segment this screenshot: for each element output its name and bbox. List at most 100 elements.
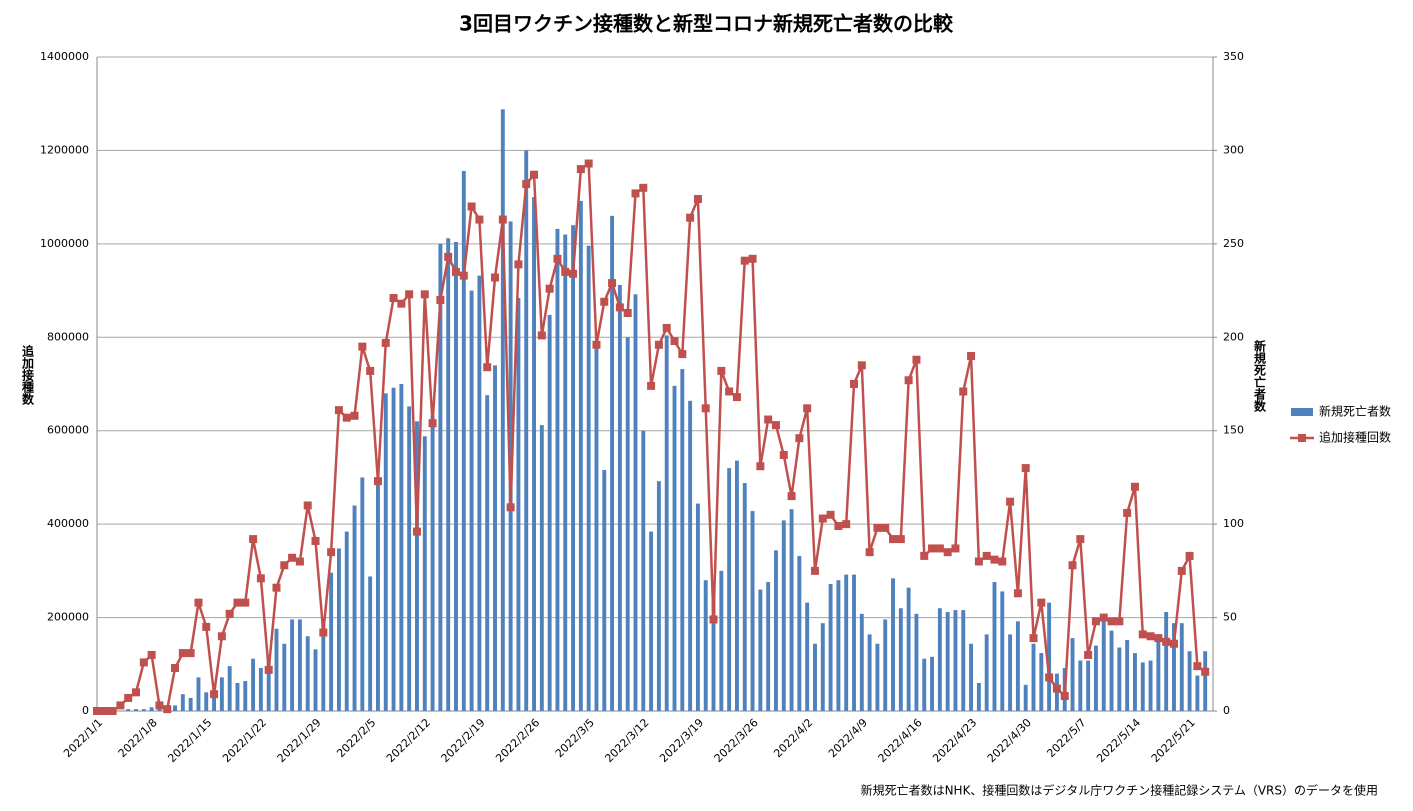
line-marker [748,254,757,263]
bar [891,578,895,711]
bar [625,337,630,711]
bar [937,608,942,711]
y2-tick-label: 250 [1223,237,1244,250]
line-marker [740,256,749,265]
line-marker [498,215,507,224]
y-axis-label: 追加接種数 [21,344,35,406]
bar [617,284,622,711]
line-marker [483,363,492,372]
x-tick-label: 2022/4/23 [930,716,979,765]
line-marker [639,183,648,192]
bar [719,570,724,711]
bar [1148,660,1153,711]
bar [859,613,864,711]
y2-tick-label: 100 [1223,517,1244,530]
bar [742,483,747,711]
bar [485,395,490,711]
bar [516,298,521,711]
x-tick-label: 2022/4/16 [876,716,925,765]
bar [438,243,443,711]
bar [173,705,177,711]
bar [789,509,794,711]
y2-tick-label: 200 [1223,330,1244,343]
bar [524,150,529,711]
x-tick-label: 2022/1/1 [61,716,105,760]
x-tick-label: 2022/5/21 [1149,716,1198,765]
y2-tick-label: 150 [1223,424,1244,437]
bar [906,587,911,711]
line-marker [475,215,484,224]
line-marker [1177,566,1186,575]
x-tick-label: 2022/1/22 [220,716,269,765]
bar [961,610,966,711]
line-marker [1099,613,1108,622]
line-marker [920,551,929,560]
bar [672,385,677,711]
x-tick-label: 2022/5/7 [1044,716,1088,760]
line-marker [1138,630,1147,639]
y-tick-label: 1200000 [40,143,89,156]
bar [1109,630,1114,711]
y-tick-label: 0 [82,704,89,717]
bar [914,613,919,711]
bar [734,460,739,711]
line-marker [412,527,421,536]
bar [758,589,763,711]
bar [446,238,451,711]
bar [243,681,248,711]
footnote: 新規死亡者数はNHK、接種回数はデジタル庁ワクチン接種記録システム（VRS）のデ… [861,783,1378,798]
bar [875,643,880,711]
line-marker [951,544,960,553]
line-marker [1146,632,1155,641]
bar [750,511,755,711]
bar [828,583,833,711]
line-marker [1193,662,1202,671]
line-marker [1185,551,1194,560]
bar [274,628,279,711]
bar [656,481,661,711]
bar [1164,611,1169,711]
bar [781,520,786,711]
line-marker [889,535,898,544]
line-marker [1060,692,1069,701]
line-marker [233,598,242,607]
bar [1172,623,1176,711]
bar [399,384,404,711]
bar [680,369,685,711]
bar [235,682,240,711]
line-marker [319,628,328,637]
bar [196,677,201,711]
y-tick-label: 800000 [47,330,89,343]
line-marker [1021,464,1030,473]
line-marker [717,366,726,375]
bar [1023,684,1028,711]
line-marker [959,387,968,396]
bar [313,649,318,711]
y2-tick-label: 0 [1223,704,1230,717]
line-marker [1045,673,1054,682]
line-marker [1169,639,1178,648]
bar [867,634,872,711]
bar [422,436,427,711]
line-marker [670,337,679,346]
bar [992,582,997,711]
x-tick-label: 2022/2/12 [384,716,433,765]
line-marker [194,598,203,607]
line-marker [334,406,343,415]
bar [1008,634,1013,711]
bar [391,387,396,711]
bar [836,580,841,711]
line-marker [771,421,780,430]
line-marker [210,690,219,699]
line-marker [873,523,882,532]
bar [344,531,349,711]
line-marker [350,411,359,420]
bar [500,109,505,711]
bar [1133,653,1137,711]
bar [1015,621,1020,711]
line-marker [701,404,710,413]
bar [571,225,576,711]
bar [532,197,536,712]
line-marker [623,308,632,317]
bar [134,709,138,711]
